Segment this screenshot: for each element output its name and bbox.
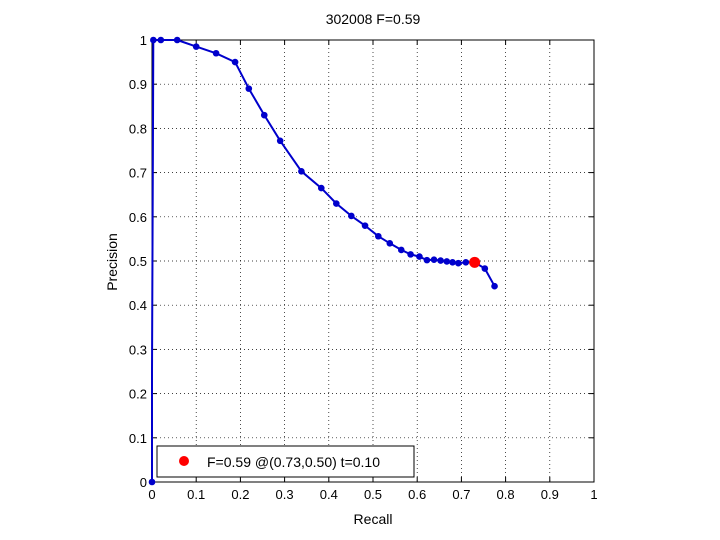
data-point	[333, 200, 340, 207]
x-tick-label: 0.9	[541, 487, 559, 502]
y-tick-label: 0.7	[129, 166, 147, 181]
data-point	[397, 246, 405, 254]
data-point	[375, 232, 382, 240]
data-point	[416, 253, 423, 260]
data-point	[157, 36, 165, 44]
series-layer	[148, 36, 498, 486]
y-tick-label: 0.3	[129, 342, 147, 357]
data-point	[386, 240, 394, 247]
legend: F=0.59 @(0.73,0.50) t=0.10	[156, 445, 415, 478]
data-point	[245, 85, 253, 92]
y-tick-label: 0.1	[129, 431, 147, 446]
x-tick-label: 0.1	[187, 487, 205, 502]
data-point	[430, 256, 438, 263]
data-point	[231, 58, 239, 66]
x-tick-label: 0.2	[231, 487, 249, 502]
x-tick-label: 0.8	[497, 487, 515, 502]
grid-layer	[152, 40, 594, 482]
legend-box	[156, 445, 415, 478]
chart-title: 302008 F=0.59	[326, 11, 421, 27]
data-point	[437, 257, 444, 264]
data-point	[443, 258, 451, 265]
data-point	[423, 256, 431, 264]
x-tick-label: 0.7	[452, 487, 470, 502]
x-tick-label: 0	[148, 487, 155, 502]
legend-marker	[179, 456, 189, 466]
data-point	[481, 265, 489, 272]
data-point	[192, 43, 200, 50]
x-tick-label: 0.3	[276, 487, 294, 502]
x-tick-label: 0.6	[408, 487, 426, 502]
data-point	[150, 36, 157, 44]
best-f-point	[469, 256, 481, 268]
y-tick-label: 0.4	[129, 298, 147, 313]
data-point	[491, 282, 498, 290]
data-point	[361, 222, 369, 229]
y-tick-label: 0	[140, 475, 147, 490]
data-point	[348, 212, 355, 220]
y-tick-label: 0.2	[129, 387, 147, 402]
y-tick-label: 0.5	[129, 254, 147, 269]
data-point	[276, 137, 284, 145]
y-tick-label: 0.8	[129, 121, 147, 136]
data-point	[148, 478, 156, 486]
y-tick-label: 0.9	[129, 77, 147, 92]
data-point	[212, 49, 220, 57]
x-tick-label: 0.4	[320, 487, 338, 502]
data-point	[407, 251, 414, 258]
highlight-layer	[469, 256, 481, 268]
legend-label: F=0.59 @(0.73,0.50) t=0.10	[207, 454, 380, 470]
y-tick-label: 1	[140, 33, 147, 48]
y-tick-label: 0.6	[129, 210, 147, 225]
data-point	[298, 167, 305, 175]
data-point	[260, 111, 268, 119]
data-point	[317, 184, 325, 192]
x-tick-label: 1	[590, 487, 597, 502]
data-point	[173, 36, 181, 44]
x-axis-label: Recall	[354, 511, 393, 527]
data-point	[455, 259, 462, 267]
y-axis-label: Precision	[104, 233, 120, 291]
x-tick-label: 0.5	[364, 487, 382, 502]
data-point	[449, 259, 456, 266]
data-point	[462, 259, 470, 266]
tick-layer: 0 0.1 0.2 0.3 0.4 0.5 0.6 0.7 0.8 0.9 1 0 0.1 0.2 0.3 0…	[129, 33, 598, 502]
